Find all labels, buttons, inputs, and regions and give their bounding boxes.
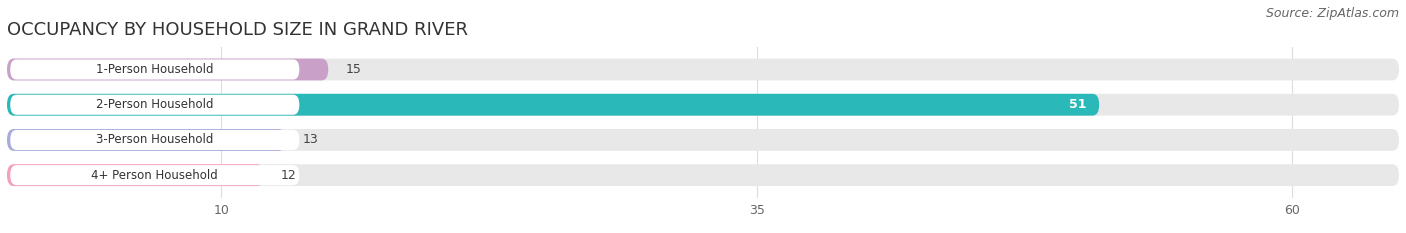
Text: 13: 13 [302,134,318,146]
FancyBboxPatch shape [10,95,299,115]
Text: 2-Person Household: 2-Person Household [96,98,214,111]
FancyBboxPatch shape [7,58,1399,80]
Text: 4+ Person Household: 4+ Person Household [91,169,218,182]
Text: 1-Person Household: 1-Person Household [96,63,214,76]
Text: OCCUPANCY BY HOUSEHOLD SIZE IN GRAND RIVER: OCCUPANCY BY HOUSEHOLD SIZE IN GRAND RIV… [7,21,468,39]
FancyBboxPatch shape [7,94,1099,116]
FancyBboxPatch shape [10,130,299,150]
FancyBboxPatch shape [7,164,264,186]
Text: 15: 15 [346,63,361,76]
Text: 51: 51 [1069,98,1087,111]
Text: Source: ZipAtlas.com: Source: ZipAtlas.com [1265,7,1399,20]
Text: 3-Person Household: 3-Person Household [96,134,214,146]
FancyBboxPatch shape [10,59,299,79]
FancyBboxPatch shape [7,94,1399,116]
FancyBboxPatch shape [7,129,1399,151]
FancyBboxPatch shape [7,164,1399,186]
FancyBboxPatch shape [10,165,299,185]
FancyBboxPatch shape [7,58,328,80]
FancyBboxPatch shape [7,129,285,151]
Text: 12: 12 [281,169,297,182]
